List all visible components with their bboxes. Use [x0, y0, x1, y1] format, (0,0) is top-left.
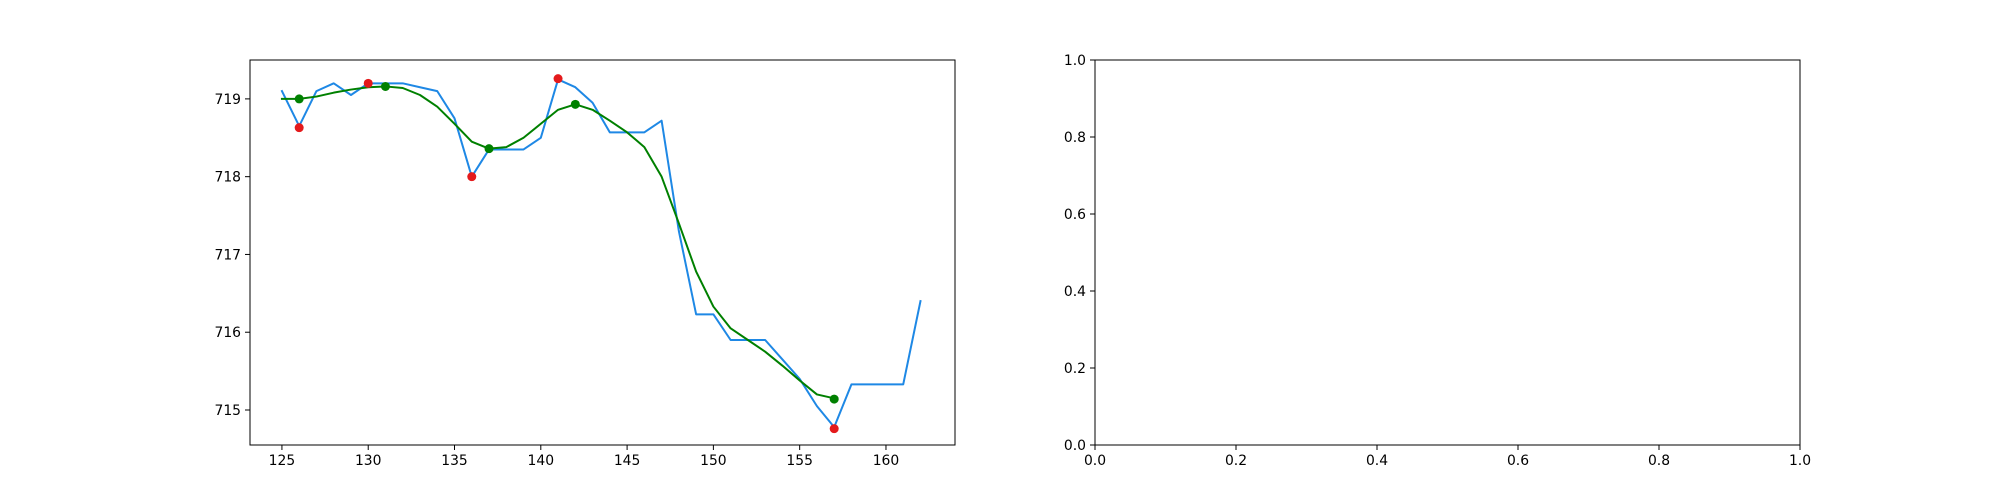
left-axis-ticks: 125 130 135 140 145 150 155 160 715 716 717 718 719 — [214, 92, 899, 469]
scatter-point-3 — [294, 94, 304, 104]
x-tick-label: 140 — [528, 453, 555, 469]
y-tick-label: 0.2 — [1064, 361, 1086, 377]
y-tick-label: 715 — [214, 403, 241, 419]
x-tick-label: 160 — [873, 453, 900, 469]
x-tick-label: 155 — [786, 453, 813, 469]
scatter-point-3 — [484, 144, 494, 154]
y-tick-label: 0.8 — [1064, 130, 1086, 146]
right-axes: 0.0 0.2 0.4 0.6 0.8 1.0 0.0 0.2 0.4 0.6 0.8 1.0 — [1064, 53, 1811, 469]
x-tick-label: 0.8 — [1648, 453, 1670, 469]
scatter-point-2 — [467, 172, 477, 182]
x-tick-label: 1.0 — [1789, 453, 1811, 469]
right-plot-area — [1095, 60, 1800, 445]
scatter-point-3 — [380, 81, 390, 91]
x-tick-label: 125 — [269, 453, 296, 469]
x-tick-label: 0.6 — [1507, 453, 1529, 469]
scatter-point-2 — [363, 78, 373, 88]
left-plot-area — [250, 60, 955, 445]
x-tick-label: 0.4 — [1366, 453, 1388, 469]
y-tick-label: 716 — [214, 325, 241, 341]
scatter-point-2 — [829, 424, 839, 434]
x-tick-label: 0.0 — [1084, 453, 1106, 469]
y-tick-label: 719 — [214, 92, 241, 108]
scatter-point-2 — [553, 74, 563, 84]
y-tick-label: 0.4 — [1064, 284, 1086, 300]
y-tick-label: 718 — [214, 170, 241, 186]
y-tick-label: 0.6 — [1064, 207, 1086, 223]
scatter-point-3 — [829, 394, 839, 404]
x-tick-label: 130 — [355, 453, 382, 469]
y-tick-label: 717 — [214, 247, 241, 263]
x-tick-label: 135 — [441, 453, 468, 469]
x-tick-label: 145 — [614, 453, 641, 469]
x-tick-label: 150 — [700, 453, 727, 469]
left-plot-series — [280, 74, 922, 434]
right-axes-frame — [1094, 59, 1801, 446]
series-line-1 — [280, 85, 836, 400]
x-tick-label: 0.2 — [1225, 453, 1247, 469]
right-axis-ticks: 0.0 0.2 0.4 0.6 0.8 1.0 0.0 0.2 0.4 0.6 0.8 1.0 — [1064, 53, 1811, 469]
left-axes: 125 130 135 140 145 150 155 160 715 716 717 718 719 — [214, 59, 956, 469]
scatter-point-3 — [570, 99, 580, 109]
left-axes-frame — [249, 59, 956, 446]
scatter-point-2 — [294, 123, 304, 133]
y-tick-label: 0.0 — [1064, 438, 1086, 454]
y-tick-label: 1.0 — [1064, 53, 1086, 69]
